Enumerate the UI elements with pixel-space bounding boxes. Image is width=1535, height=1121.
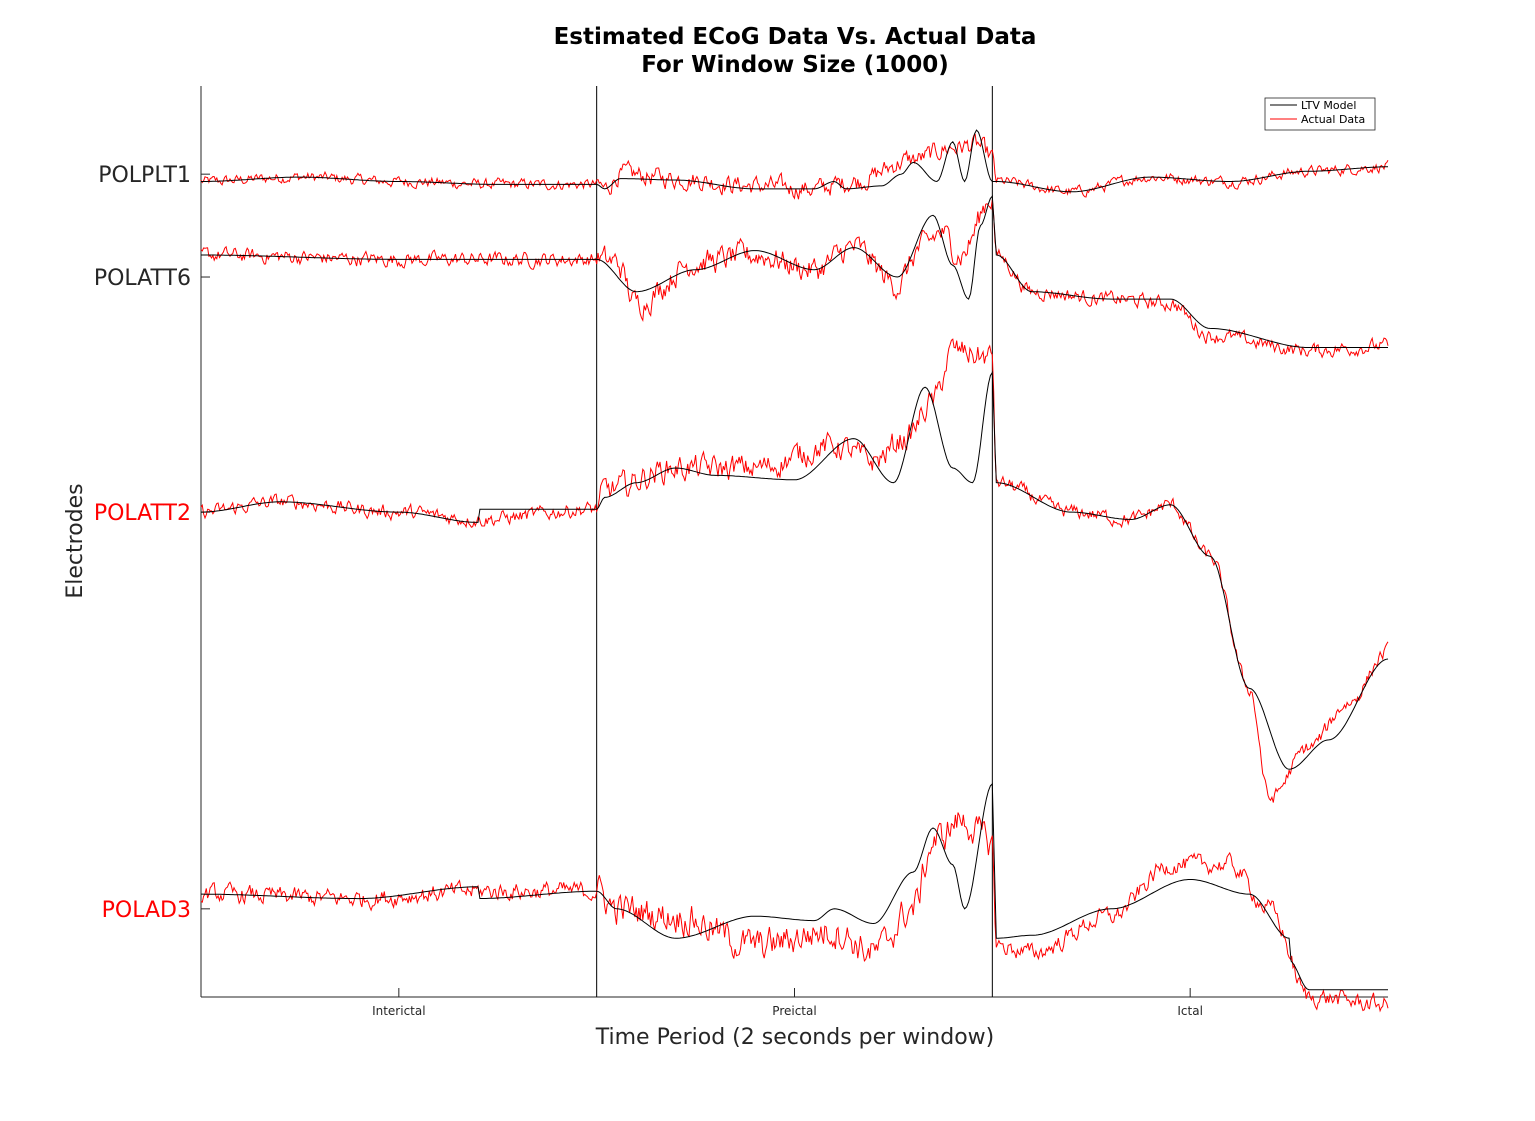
series-line-ltv-model-polatt2 — [201, 370, 1389, 770]
series-line-actual-data-polplt1 — [200, 133, 1389, 200]
x-axis-label: Time Period (2 seconds per window) — [595, 1025, 995, 1050]
legend-label: LTV Model — [1301, 99, 1356, 112]
y-axis-label: Electrodes — [63, 483, 88, 598]
series-line-ltv-model-polad3 — [201, 782, 1388, 991]
x-tick-label: Ictal — [1177, 1004, 1203, 1018]
chart-title-line-1: Estimated ECoG Data Vs. Actual Data — [554, 24, 1037, 50]
y-tick-label: POLATT2 — [94, 501, 191, 526]
series-line-ltv-model-polatt6 — [201, 194, 1388, 348]
x-tick-label: Interictal — [372, 1004, 426, 1018]
legend-box — [1264, 97, 1376, 131]
y-tick-label: POLPLT1 — [98, 163, 191, 188]
x-tick-label: Preictal — [772, 1004, 816, 1018]
plot-area: Interictal Preictal Ictal POLPLT1 POLATT6 POL… — [94, 86, 1389, 1018]
series-line-actual-data-polad3 — [200, 812, 1389, 1013]
y-tick-label: POLAD3 — [102, 898, 191, 923]
series-line-ltv-model-polplt1 — [201, 129, 1388, 193]
series-line-actual-data-polatt6 — [200, 199, 1389, 359]
y-tick-label: POLATT6 — [94, 266, 191, 291]
chart-title-line-2: For Window Size (1000) — [641, 52, 949, 78]
series-line-actual-data-polatt2 — [200, 338, 1389, 803]
legend-label: Actual Data — [1301, 113, 1365, 126]
